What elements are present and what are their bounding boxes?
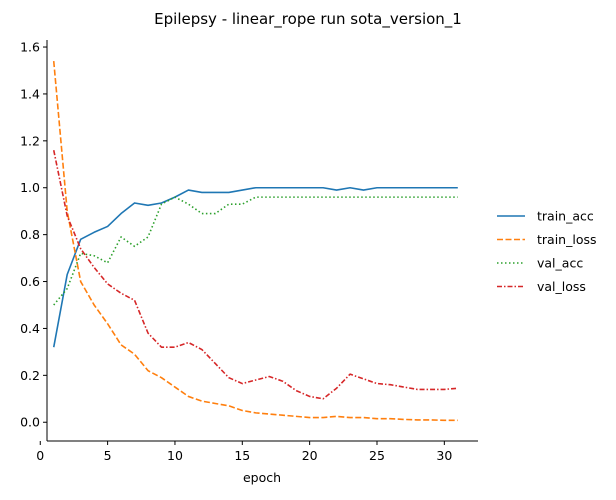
series-line-val-loss: [52, 150, 458, 400]
y-tick-label: 0.4: [20, 321, 40, 336]
legend: train_acc train_loss val_acc val_loss: [497, 209, 597, 294]
x-tick-label: 10: [167, 448, 183, 463]
legend-label-train-loss: train_loss: [537, 232, 597, 247]
y-axis: 0.0 0.2 0.4 0.6 0.8 1.0 1.2 1.4 1.6: [20, 40, 48, 441]
x-axis: 0 5 10 15 20 25 30: [36, 440, 478, 463]
x-tick-label: 0: [36, 448, 44, 463]
y-tick-label: 0.8: [20, 227, 40, 242]
legend-label-train-acc: train_acc: [537, 209, 594, 224]
series-line-train-acc: [52, 186, 458, 348]
y-tick-label: 0.0: [20, 415, 40, 430]
y-tick-label: 1.6: [20, 40, 40, 55]
series-line-val-acc: [53, 196, 458, 306]
x-axis-label: epoch: [243, 470, 281, 485]
x-tick-label: 5: [104, 448, 112, 463]
chart-title: Epilepsy - linear_rope run sota_version_…: [154, 10, 462, 29]
y-tick-label: 1.4: [20, 86, 40, 101]
series-line-train-loss: [52, 61, 458, 422]
y-tick-label: 1.2: [20, 133, 40, 148]
y-tick-label: 0.6: [20, 274, 40, 289]
legend-label-val-loss: val_loss: [537, 279, 586, 294]
plot-area: [52, 61, 458, 422]
y-tick-label: 1.0: [20, 180, 40, 195]
x-tick-label: 15: [234, 448, 250, 463]
x-tick-label: 25: [369, 448, 385, 463]
y-tick-label: 0.2: [20, 368, 40, 383]
x-tick-label: 20: [302, 448, 318, 463]
x-tick-label: 30: [436, 448, 452, 463]
legend-label-val-acc: val_acc: [537, 256, 583, 271]
